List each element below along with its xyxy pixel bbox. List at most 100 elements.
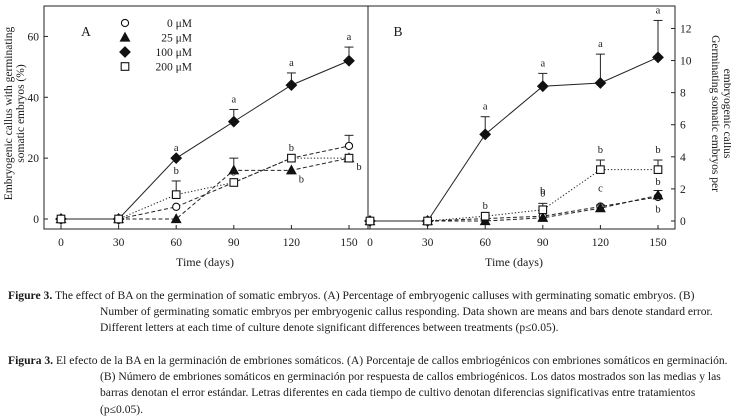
panel-a-series-200m-point	[171, 190, 181, 200]
panel-b-x-axis-label: Time (days)	[485, 255, 543, 269]
panel-b-extra-significance-letter: b	[655, 177, 660, 188]
panel-b-series-200m-point	[365, 216, 375, 226]
panel-b-series-200m-significance-letter: b	[598, 145, 603, 156]
panel-a-y-tick-label: 40	[28, 92, 40, 104]
panel-a-series-200m-point	[56, 214, 66, 224]
panel-a-x-tick-label: 120	[283, 237, 301, 249]
panel-b-series-100m-point	[536, 80, 549, 93]
panel-a-series-25m: bb	[55, 152, 362, 224]
panel-b-y-axis-label-line: Germinating somatic embryos per	[709, 35, 721, 192]
panel-b-series-100m-point	[594, 77, 607, 89]
panel-a-series-200m-line	[61, 157, 349, 220]
panel-a-series-200m-point	[344, 153, 354, 163]
panel-a-series-100m-significance-letter: a	[231, 94, 236, 105]
panel-b-series-0m	[365, 192, 663, 226]
panel-b-extra-significance-letter: b	[540, 186, 545, 197]
panel-b-x-tick-label: 120	[592, 237, 610, 249]
panel-b-series-100m-significance-letter: a	[483, 102, 488, 113]
panel-a-y-tick-label: 0	[33, 214, 39, 226]
panel-b-series-200m-significance-letter: b	[483, 201, 488, 212]
panel-b-x-tick-label: 30	[422, 237, 434, 249]
panel-b-extra-significance-letter: c	[598, 184, 603, 195]
figure-frame	[43, 5, 676, 230]
panel-a-x-tick-label: 90	[228, 237, 240, 249]
panel-a-series-100m-point	[343, 54, 355, 67]
panel-a-series-200m: b b b	[56, 143, 354, 224]
panel-a-series-200m-significance-letter: b	[289, 143, 294, 154]
panel-b-series-200m-point	[653, 165, 663, 175]
panel-b-series-25m-point	[652, 189, 664, 200]
panel-a-series-25m-point	[285, 164, 297, 175]
panel-a-series-25m-point	[170, 213, 182, 224]
panel-a-series-0m-point	[172, 202, 181, 211]
panel-b-series-100m-significance-letter: a	[540, 58, 545, 69]
panel-b-x-tick-label: 90	[537, 237, 549, 249]
panel-b-series-100m-point	[479, 128, 492, 141]
caption-spanish-text: El efecto de la BA en la germinación de …	[56, 354, 728, 416]
panel-a-series-0m-line	[61, 145, 350, 220]
legend-marker	[120, 18, 130, 28]
panel-b-x-tick-label: 150	[649, 237, 667, 249]
panel-b-series-0m-line	[370, 196, 659, 222]
panel-b-series-100m-point	[652, 51, 664, 64]
caption-spanish: Figura 3. El efecto de la BA en la germi…	[8, 353, 728, 418]
panel-a-x-tick-label: 0	[58, 237, 64, 249]
legend: 0 μM 25 μM 100 μM 200 μM	[119, 18, 192, 74]
panel-a-series-100m-line	[61, 60, 350, 220]
panel-a-series-100m: a a a a	[55, 32, 355, 225]
panel-a-series-0m-point	[344, 141, 354, 151]
panel-a-y-axis-label-line: Embryogenic callus with germinating	[3, 27, 15, 201]
legend-label: 25 μM	[161, 33, 192, 45]
panel-b-series-25m-point	[537, 211, 549, 222]
panel-b-series-100m-significance-letter: a	[598, 39, 603, 50]
panel-a-series-100m-point	[285, 79, 298, 92]
panel-a-series-100m-significance-letter: a	[174, 143, 179, 154]
panel-b-y-tick-label: 12	[680, 23, 692, 35]
panel-a-series-200m-point	[287, 153, 296, 163]
panel-b-y-tick-label: 4	[680, 152, 686, 164]
legend-label: 100 μM	[155, 47, 192, 59]
panel-a-series-100m-point	[227, 115, 240, 128]
panel-a-letter: A	[81, 24, 91, 39]
panel-b-series-25m-point	[594, 202, 606, 213]
panel-a-series-200m-significance-letter: b	[231, 167, 236, 178]
panel-b-series-200m-point	[423, 216, 432, 226]
panel-b: 0 30 60 90 120 150 Time (days) 0 2 4 6 8 10 12 Germina…	[364, 5, 731, 269]
panel-a-series-200m-significance-letter: b	[174, 166, 179, 177]
panel-a-series-25m-significance-letter: b	[356, 162, 361, 173]
panel-b-series-200m-point	[538, 205, 548, 215]
panel-b-series-100m-significance-letter: a	[656, 5, 661, 16]
panel-a-series-25m-significance-letter: b	[299, 174, 304, 185]
panel-b-x-tick-label: 60	[479, 237, 491, 249]
panel-b-series-100m-line	[370, 56, 659, 222]
panel-a-series-100m-significance-letter: a	[289, 58, 294, 69]
legend-marker	[119, 31, 131, 42]
panel-b-series-200m-point	[596, 165, 605, 175]
panel-a-y-tick-label: 60	[28, 31, 40, 43]
panel-b-y-tick-label: 2	[680, 184, 686, 196]
legend-label: 0 μM	[167, 18, 192, 30]
panel-b-series-200m: b b b b	[365, 145, 663, 226]
panel-a-x-tick-label: 60	[170, 237, 182, 249]
panel-b-y-tick-label: 8	[680, 88, 686, 100]
panel-a-y-tick-label: 20	[28, 153, 40, 165]
panel-a-series-25m-point	[228, 164, 240, 175]
panel-a-series-0m	[56, 134, 354, 224]
caption-english-text: The effect of BA on the germination of s…	[54, 289, 713, 335]
panel-b-series-100m: a a a a	[364, 5, 664, 227]
panel-b-series-200m-line	[370, 169, 658, 222]
panel-a-y-axis-label-line: somatic embryos (%)	[15, 64, 27, 163]
panel-b-series-25m: b	[364, 189, 664, 226]
panel-a-series-200m-point	[229, 178, 239, 187]
panel-b-y-axis-label-line: embryogenic callus	[721, 69, 731, 159]
legend-marker	[120, 62, 130, 71]
panel-b-x-tick-label: 0	[367, 237, 373, 249]
panel-b-series-200m-point	[480, 211, 490, 221]
panel-a: 0 30 60 90 120 150 Time (days) 0 20 40 60 Embryogen…	[3, 18, 362, 269]
legend-marker	[119, 46, 131, 58]
panel-a-x-tick-label: 30	[113, 237, 125, 249]
panel-b-letter: B	[393, 24, 402, 39]
panel-b-y-tick-label: 0	[680, 216, 686, 228]
legend-label: 200 μM	[155, 62, 192, 74]
